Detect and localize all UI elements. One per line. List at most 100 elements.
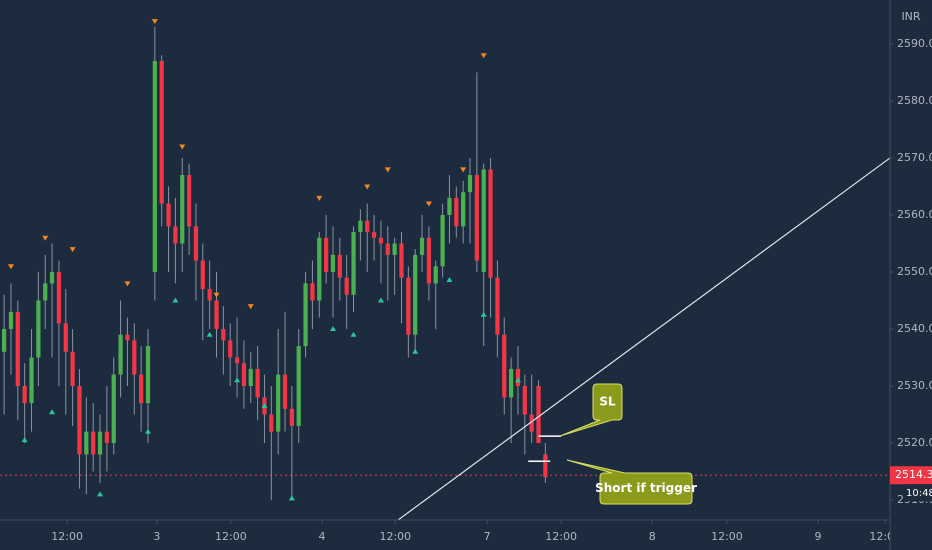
- candle-body: [159, 61, 164, 204]
- fractal-marker: [261, 402, 268, 408]
- currency: INR: [901, 10, 920, 23]
- fractal-marker: [172, 297, 179, 303]
- candle-body: [132, 340, 137, 375]
- x-tick-label: 9: [815, 530, 822, 543]
- x-tick-label: 3: [153, 530, 160, 543]
- candle-body: [97, 431, 103, 455]
- sl-callout: [559, 383, 623, 437]
- candle-body: [118, 334, 123, 375]
- candle-body: [22, 386, 27, 404]
- x-tick-label: 12:00: [869, 530, 901, 543]
- candle-body: [15, 311, 20, 387]
- fractal-marker: [412, 348, 419, 354]
- last-price-box: [890, 466, 932, 485]
- candle-body: [241, 363, 247, 387]
- candle-body: [474, 175, 479, 261]
- candle-body: [522, 386, 527, 415]
- candle-body: [365, 220, 370, 233]
- candle-body: [317, 237, 322, 301]
- fractal-marker: [364, 184, 371, 190]
- candle-body: [433, 266, 438, 284]
- candle-body: [111, 374, 116, 444]
- fractal-marker: [144, 428, 151, 434]
- x-tick-label: 12:00: [711, 530, 743, 543]
- candle-body: [248, 368, 253, 387]
- candle-body: [104, 431, 110, 444]
- x-tick-label: 12:00: [215, 530, 247, 543]
- fractal-marker: [316, 195, 323, 201]
- fractal-marker: [213, 292, 220, 298]
- candle-body: [180, 175, 185, 244]
- candle-body: [282, 374, 288, 409]
- countdown-label: 10:48: [906, 488, 932, 499]
- countdown-box: [904, 484, 932, 502]
- trendline: [397, 157, 890, 520]
- candle-body: [166, 203, 171, 227]
- fractal-marker: [151, 19, 158, 25]
- candle-body: [56, 271, 62, 324]
- candle-body: [358, 220, 363, 233]
- candle-body: [378, 237, 384, 244]
- candle-body: [399, 243, 404, 278]
- fractal-marker: [49, 409, 56, 415]
- candle-body: [139, 374, 144, 404]
- x-tick-label: 12:00: [545, 530, 577, 543]
- x-tick-label: 4: [319, 530, 326, 543]
- candle-body: [419, 237, 425, 255]
- candle-body: [221, 328, 226, 341]
- candle-body: [310, 283, 315, 301]
- candle-body: [1, 328, 7, 352]
- fractal-marker: [206, 331, 213, 337]
- candle-body: [152, 61, 157, 272]
- annotation: SL: [599, 395, 616, 409]
- candle-body: [8, 311, 14, 329]
- candle-body: [413, 254, 418, 335]
- trigger-callout: [566, 459, 693, 505]
- candle-body: [173, 226, 178, 244]
- candle-body: [255, 368, 260, 398]
- candle-body: [186, 175, 192, 227]
- candle-body: [344, 277, 349, 295]
- fractal-marker: [350, 331, 357, 337]
- y-tick-label: 2520.00: [897, 436, 932, 449]
- fractal-marker: [480, 311, 487, 317]
- candle-body: [234, 357, 240, 364]
- candle-body: [481, 169, 486, 272]
- y-tick-label: 2550.00: [897, 265, 932, 278]
- candle-body: [447, 197, 452, 215]
- y-tick-label: 2560.00: [897, 208, 932, 221]
- candle-body: [385, 243, 390, 255]
- candle-body: [84, 431, 89, 455]
- candle-body: [426, 237, 432, 284]
- candle-body: [467, 175, 473, 193]
- x-tick-label: 7: [484, 530, 491, 543]
- x-tick-label: 12:00: [51, 530, 83, 543]
- candle-body: [193, 226, 199, 261]
- candle-body: [330, 254, 336, 272]
- fractal-marker: [425, 201, 432, 207]
- annotation: Short if trigger: [595, 481, 697, 495]
- fractal-marker: [446, 276, 453, 282]
- candle-body: [461, 192, 466, 227]
- candle-body: [145, 346, 151, 404]
- candle-body: [70, 351, 75, 387]
- candle-body: [536, 386, 541, 444]
- candle-body: [454, 197, 459, 227]
- y-tick-label: 2570.00: [897, 151, 932, 164]
- candle-body: [63, 323, 68, 352]
- candle-body: [508, 368, 514, 398]
- candle-body: [543, 454, 548, 478]
- y-tick-label: 2590.00: [897, 37, 932, 50]
- fractal-marker: [179, 144, 186, 150]
- fractal-marker: [97, 491, 104, 497]
- y-tick-label: 2580.00: [897, 94, 932, 107]
- plot-area: [0, 19, 890, 520]
- candle-body: [488, 169, 493, 278]
- last-price-label: 2514.35: [895, 468, 932, 481]
- candle-body: [495, 277, 500, 335]
- fractal-marker: [514, 377, 521, 383]
- x-tick-label: 12:00: [379, 530, 411, 543]
- fractal-marker: [329, 325, 336, 331]
